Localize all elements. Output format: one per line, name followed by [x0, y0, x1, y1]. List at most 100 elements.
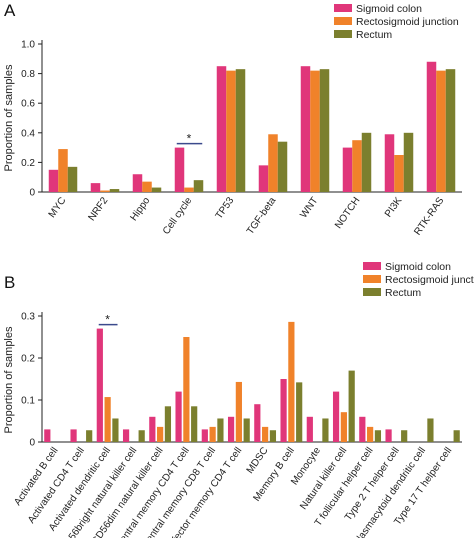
bar-sigmoid-colon — [227, 416, 235, 442]
bar-sigmoid-colon — [48, 169, 59, 192]
bar-rectosigmoid-junction — [268, 134, 278, 192]
y-tick-label: 0.6 — [21, 99, 35, 110]
bar-rectosigmoid-junction — [288, 321, 295, 442]
bar-rectum — [243, 418, 250, 442]
legend-label: Sigmoid colon — [385, 261, 451, 273]
panel-label: A — [4, 1, 16, 20]
significance-marker: * — [105, 313, 110, 327]
bar-rectosigmoid-junction — [262, 426, 269, 442]
bar-rectum — [86, 430, 93, 442]
bar-rectum — [193, 180, 204, 192]
x-tick-label: TGF-beta — [245, 195, 279, 237]
bar-rectum — [138, 430, 145, 442]
bar-sigmoid-colon — [254, 404, 261, 442]
bar-rectum — [191, 406, 198, 442]
bar-rectosigmoid-junction — [226, 70, 236, 192]
y-tick-label: 0 — [29, 188, 35, 199]
y-tick-label: 0.3 — [21, 312, 35, 323]
bar-rectum — [374, 430, 382, 442]
bar-sigmoid-colon — [174, 147, 185, 192]
bar-rectum — [453, 430, 460, 442]
panel-a: A 0 0.2 0.4 0.6 0.8 1.0 Proportion of samples MY… — [3, 1, 462, 238]
x-tick-label: WNT — [298, 195, 320, 220]
y-tick-label: 0.8 — [21, 69, 35, 80]
y-axis-label: Proportion of samples — [3, 326, 15, 433]
x-tick-label: NOTCH — [333, 195, 362, 230]
bar-rectosigmoid-junction — [184, 187, 194, 192]
x-tick-label: PI3K — [383, 195, 405, 219]
bar-sigmoid-colon — [306, 416, 313, 442]
legend-label: Rectosigmoid junction — [385, 274, 474, 286]
bar-rectum — [361, 132, 372, 192]
bar-rectum — [296, 382, 303, 442]
bar-sigmoid-colon — [44, 429, 51, 442]
y-tick-label: 0.2 — [21, 354, 35, 365]
bar-rectosigmoid-junction — [100, 190, 110, 192]
bar-rectum — [319, 69, 330, 192]
bar-rectum — [403, 132, 414, 192]
bar-rectosigmoid-junction — [209, 426, 216, 442]
legend-label: Sigmoid colon — [356, 3, 422, 15]
bar-rectum — [322, 418, 329, 442]
x-tick-label: Hippo — [128, 195, 152, 223]
bar-sigmoid-colon — [201, 429, 208, 442]
bar-rectum — [269, 430, 277, 442]
bar-rectum — [427, 418, 434, 442]
bar-rectum — [67, 166, 78, 192]
bar-rectosigmoid-junction — [394, 155, 404, 192]
legend-label: Rectosigmoid junction — [356, 16, 459, 28]
legend-swatch — [334, 17, 352, 25]
bar-sigmoid-colon — [175, 391, 182, 442]
legend-label: Rectum — [385, 287, 421, 299]
bar-sigmoid-colon — [258, 165, 269, 192]
bar-rectum — [217, 418, 224, 442]
bar-sigmoid-colon — [300, 66, 311, 192]
significance-marker: * — [187, 132, 192, 146]
legend-swatch — [363, 288, 381, 296]
bar-rectosigmoid-junction — [142, 181, 152, 192]
legend-swatch — [363, 262, 381, 270]
bar-rectosigmoid-junction — [104, 397, 111, 442]
bar-rectum — [445, 69, 456, 192]
bar-rectosigmoid-junction — [235, 381, 242, 442]
bar-rectosigmoid-junction — [367, 426, 374, 442]
bar-rectosigmoid-junction — [352, 140, 362, 192]
y-axis-label: Proportion of samples — [3, 64, 15, 171]
x-tick-label: RTK-RAS — [412, 195, 446, 237]
bar-sigmoid-colon — [332, 391, 340, 442]
x-tick-label: MDSC — [245, 445, 271, 475]
bar-rectum — [277, 141, 288, 192]
bar-sigmoid-colon — [359, 416, 366, 442]
bar-sigmoid-colon — [216, 66, 227, 192]
bar-rectosigmoid-junction — [340, 412, 347, 442]
bar-sigmoid-colon — [70, 429, 77, 442]
bar-sigmoid-colon — [384, 134, 395, 192]
x-tick-label: Cell cycle — [161, 195, 195, 237]
bar-rectosigmoid-junction — [157, 426, 164, 442]
bar-sigmoid-colon — [426, 61, 437, 193]
bar-rectosigmoid-junction — [58, 149, 68, 192]
legend-swatch — [363, 275, 381, 283]
y-tick-label: 0 — [29, 438, 35, 449]
legend-swatch — [334, 4, 352, 12]
bar-rectosigmoid-junction — [436, 70, 446, 192]
y-tick-label: 0.1 — [21, 396, 35, 407]
y-tick-label: 0.4 — [21, 128, 35, 139]
bar-rectum — [151, 187, 162, 192]
y-tick-label: 1.0 — [21, 40, 35, 51]
legend-label: Rectum — [356, 29, 392, 41]
bar-rectosigmoid-junction — [310, 70, 320, 192]
x-tick-label: MYC — [47, 195, 69, 220]
bar-sigmoid-colon — [96, 328, 103, 442]
legend-swatch — [334, 30, 352, 38]
bar-rectum — [164, 406, 172, 442]
bar-sigmoid-colon — [132, 174, 143, 192]
bar-rectum — [109, 189, 120, 192]
x-tick-label: TP53 — [214, 195, 237, 221]
x-tick-label: NRF2 — [86, 195, 110, 223]
bar-sigmoid-colon — [149, 416, 156, 442]
bar-sigmoid-colon — [385, 429, 392, 442]
bar-sigmoid-colon — [90, 183, 101, 192]
